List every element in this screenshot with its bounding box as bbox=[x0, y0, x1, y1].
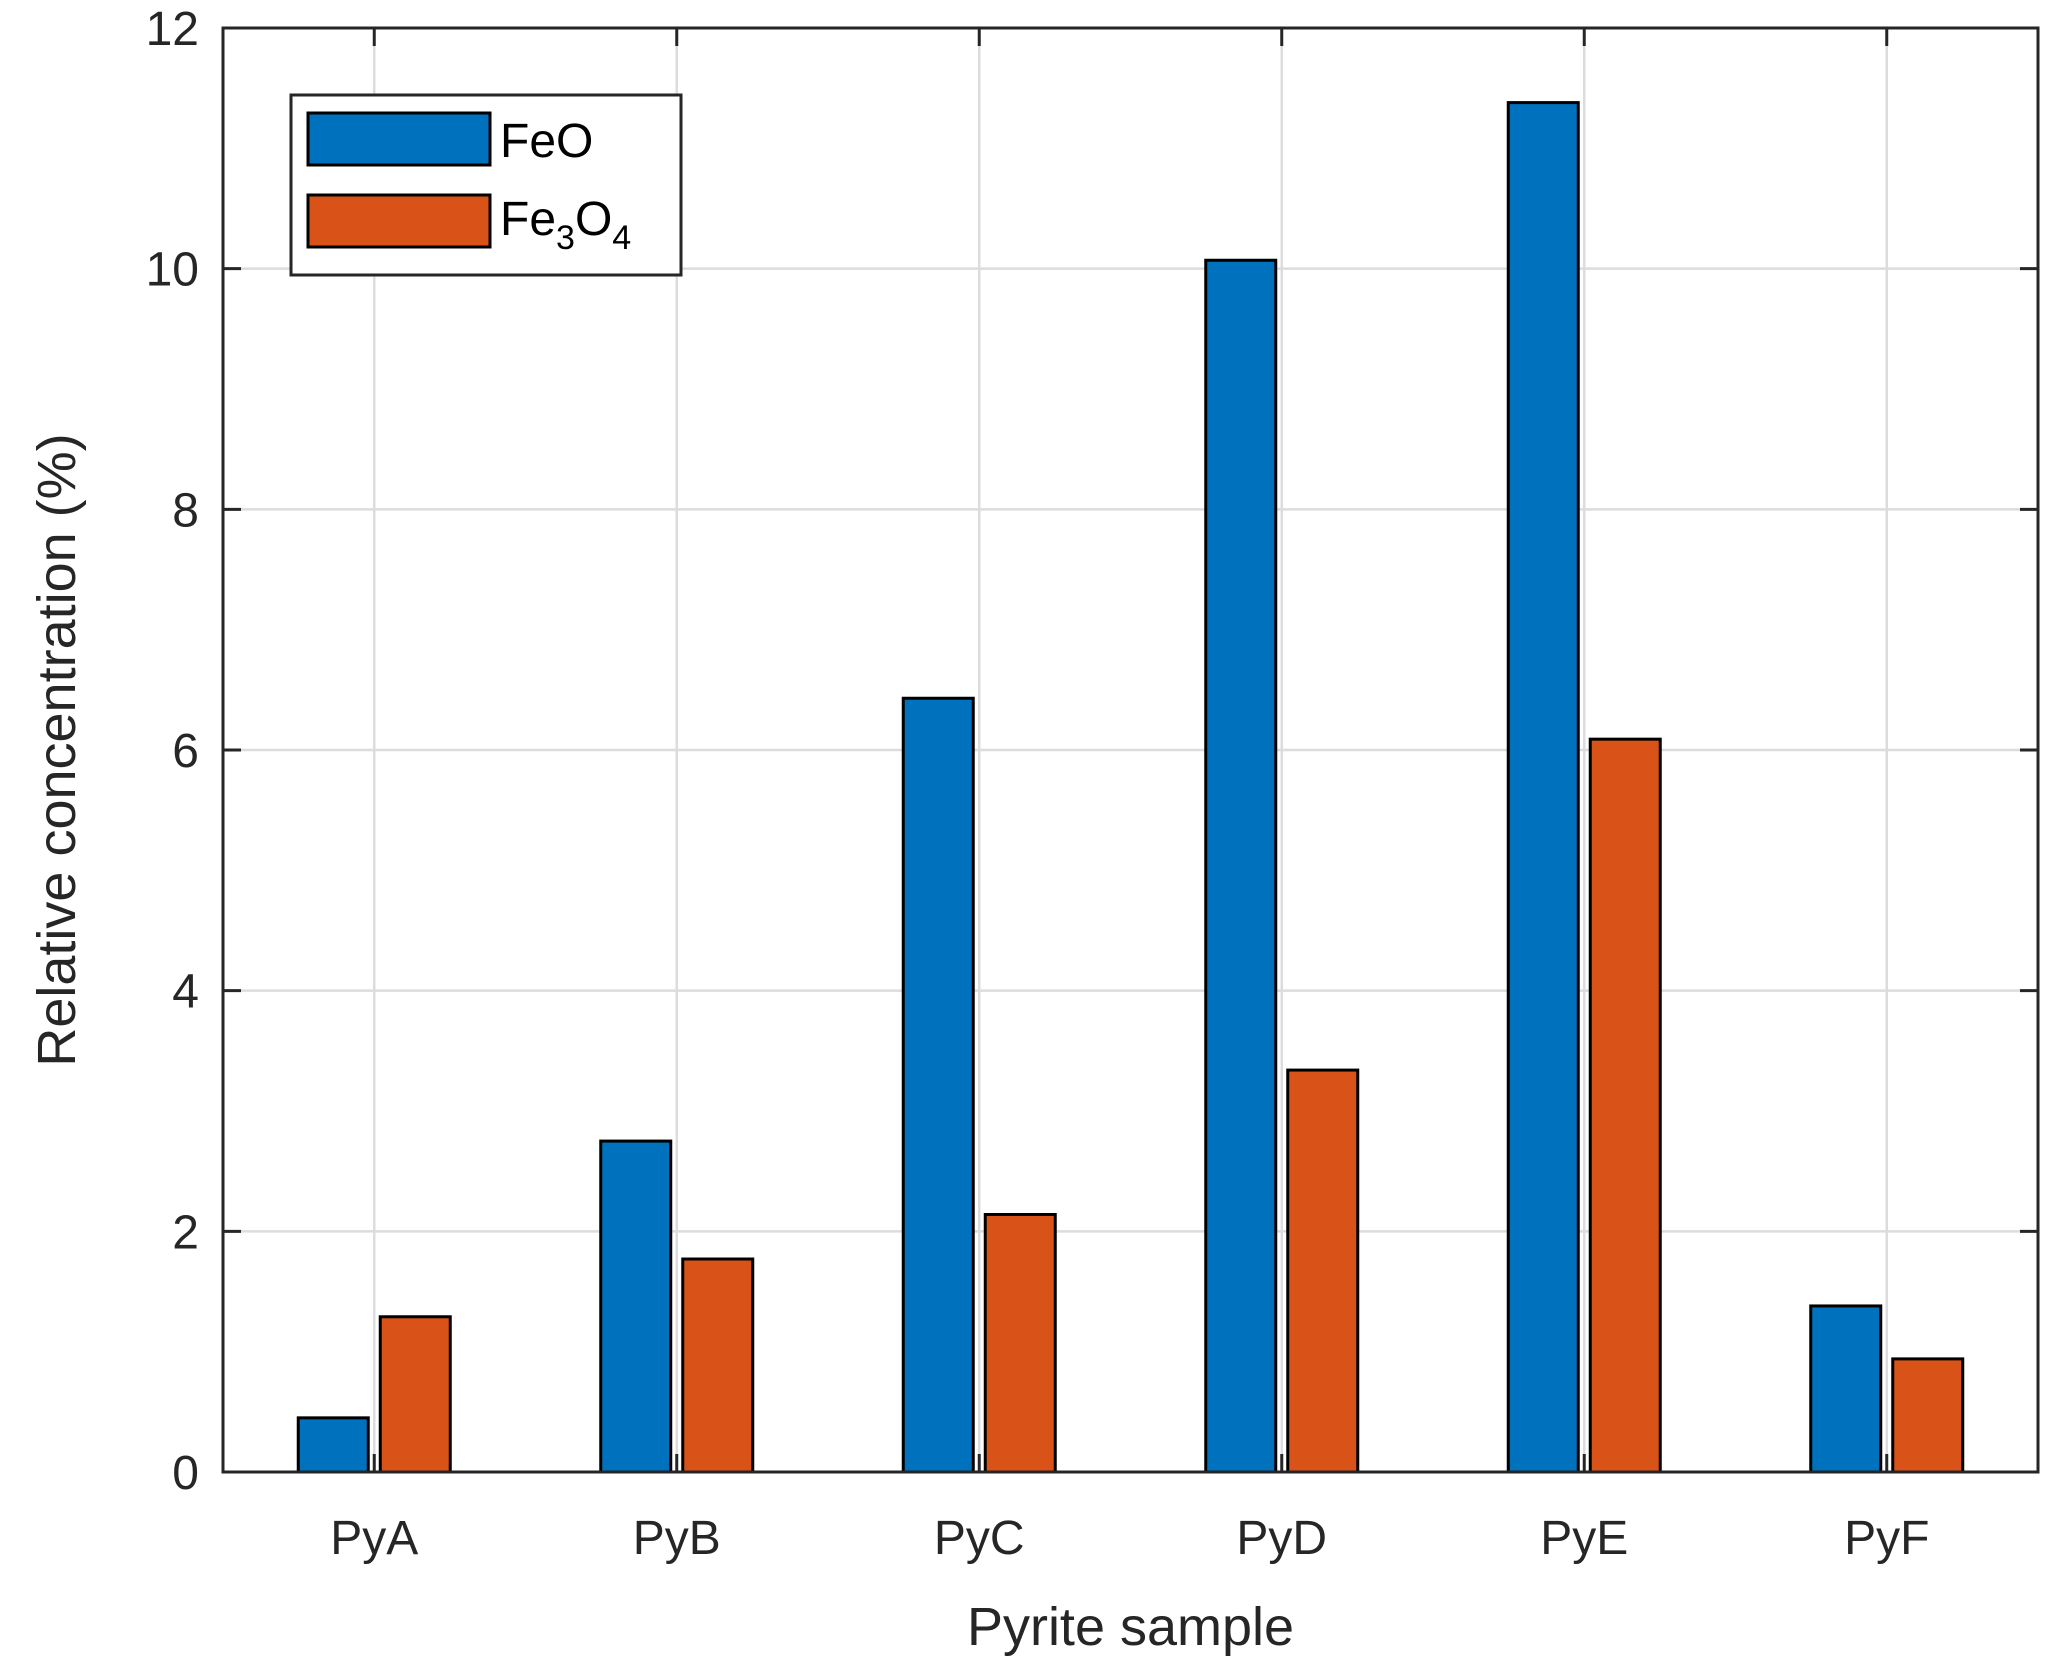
bar-fe3o4-pyd bbox=[1286, 1068, 1360, 1474]
bar-feo-pyd bbox=[1204, 258, 1278, 1474]
y-tick-label: 10 bbox=[146, 244, 199, 297]
y-tick-label: 6 bbox=[172, 725, 199, 778]
y-tick-label: 2 bbox=[172, 1206, 199, 1259]
y-tick-label: 4 bbox=[172, 966, 199, 1019]
legend-o-part: O bbox=[575, 193, 612, 246]
legend-swatch-fe3o4 bbox=[306, 193, 492, 249]
x-tick-label-pyf: PyF bbox=[1844, 1512, 1929, 1565]
legend-subscript-3: 3 bbox=[556, 219, 575, 257]
bar-fe3o4-pya bbox=[378, 1315, 452, 1474]
bar-fe3o4-pyf bbox=[1891, 1357, 1965, 1474]
bar-feo-pyc bbox=[901, 696, 975, 1474]
tick-labels: 0 2 4 6 8 10 12 PyA PyB PyC PyD PyE PyF bbox=[146, 3, 1930, 1565]
x-tick-label-pye: PyE bbox=[1540, 1512, 1628, 1565]
x-axis-title: Pyrite sample bbox=[967, 1597, 1294, 1657]
x-tick-label-pya: PyA bbox=[330, 1512, 418, 1565]
legend-subscript-4: 4 bbox=[612, 219, 631, 257]
y-tick-label: 12 bbox=[146, 3, 199, 56]
bar-feo-pyb bbox=[599, 1139, 673, 1474]
legend-fe-part: Fe bbox=[500, 193, 556, 246]
axis-ticks bbox=[223, 26, 2038, 1474]
x-tick-label-pyb: PyB bbox=[633, 1512, 721, 1565]
legend-swatch-feo bbox=[306, 111, 492, 167]
bar-feo-pyf bbox=[1809, 1304, 1883, 1474]
bar-fe3o4-pye bbox=[1588, 737, 1662, 1474]
x-tick-label-pyc: PyC bbox=[934, 1512, 1025, 1565]
bar-fe3o4-pyc bbox=[983, 1212, 1057, 1474]
y-axis-title: Relative concentration (%) bbox=[27, 433, 87, 1066]
legend-label-feo: FeO bbox=[500, 115, 593, 168]
bars bbox=[296, 101, 1965, 1474]
legend-label-feo-text: FeO bbox=[500, 115, 593, 168]
bar-fe3o4-pyb bbox=[681, 1257, 755, 1474]
y-tick-label: 0 bbox=[172, 1447, 199, 1500]
bar-feo-pya bbox=[296, 1416, 370, 1474]
legend-label-fe3o4: Fe3O4 bbox=[500, 193, 631, 257]
x-tick-label-pyd: PyD bbox=[1236, 1512, 1327, 1565]
bar-feo-pye bbox=[1506, 101, 1580, 1474]
y-tick-label: 8 bbox=[172, 484, 199, 537]
legend: FeO Fe3O4 bbox=[289, 93, 683, 277]
